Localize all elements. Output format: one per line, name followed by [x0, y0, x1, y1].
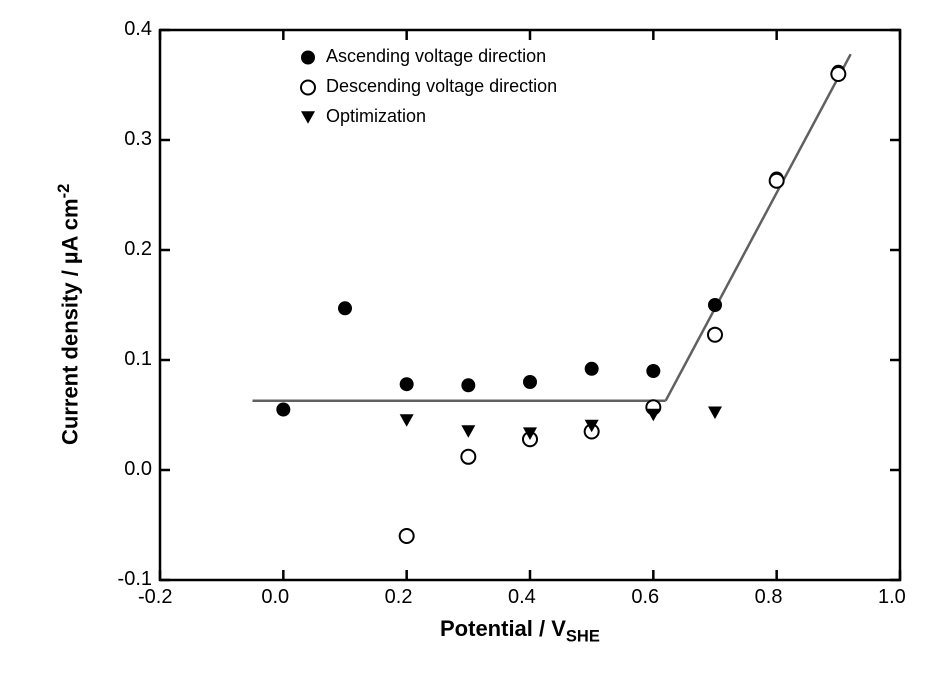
y-tick-label: 0.3: [124, 128, 152, 151]
x-tick-label: 0.8: [755, 586, 783, 609]
legend-entry: Ascending voltage direction: [326, 46, 546, 67]
x-tick-label: 0.4: [508, 586, 536, 609]
x-tick-label: 0.2: [385, 586, 413, 609]
y-tick-label: 0.1: [124, 348, 152, 371]
y-tick-label: 0.2: [124, 238, 152, 261]
y-axis-label: Current density / µA cm-2: [55, 184, 83, 445]
x-tick-label: 1.0: [878, 586, 906, 609]
y-tick-label: -0.1: [118, 568, 152, 591]
x-axis-label: Potential / VSHE: [440, 616, 600, 646]
x-tick-label: 0.0: [261, 586, 289, 609]
x-tick-label: 0.6: [631, 586, 659, 609]
scatter-chart: Current density / µA cm-2 Potential / VS…: [0, 0, 935, 678]
y-tick-label: 0.4: [124, 18, 152, 41]
legend-entry: Optimization: [326, 106, 426, 127]
y-tick-label: 0.0: [124, 458, 152, 481]
legend-entry: Descending voltage direction: [326, 76, 557, 97]
